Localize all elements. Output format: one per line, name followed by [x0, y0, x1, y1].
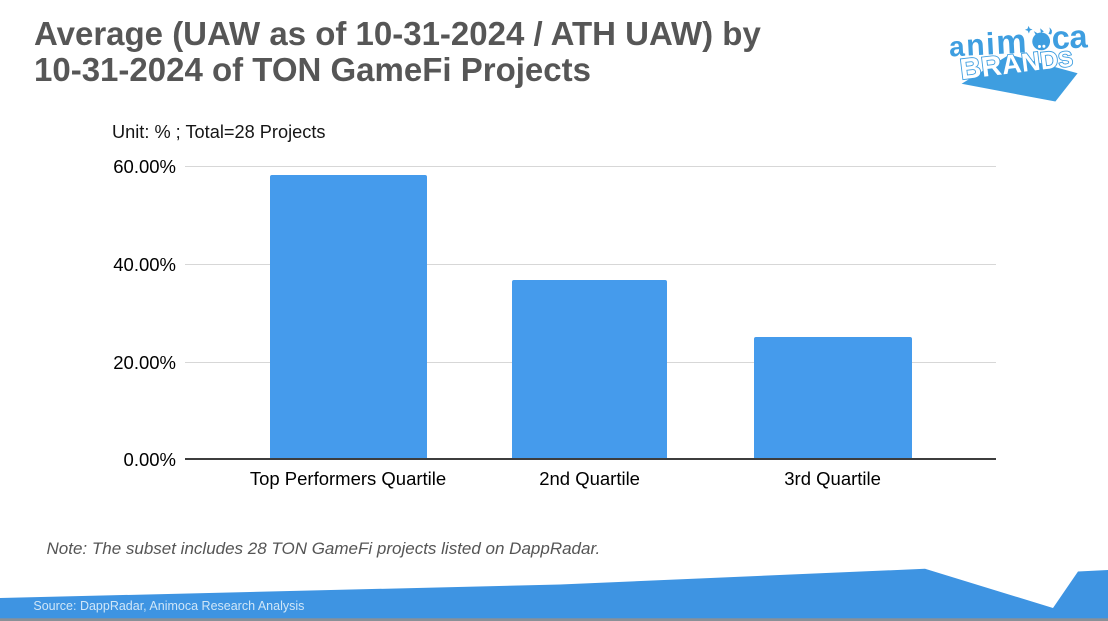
svg-text:BRANDS: BRANDS [958, 41, 1074, 87]
svg-text:ca: ca [1051, 18, 1089, 56]
svg-text:anim: anim [948, 22, 1029, 64]
